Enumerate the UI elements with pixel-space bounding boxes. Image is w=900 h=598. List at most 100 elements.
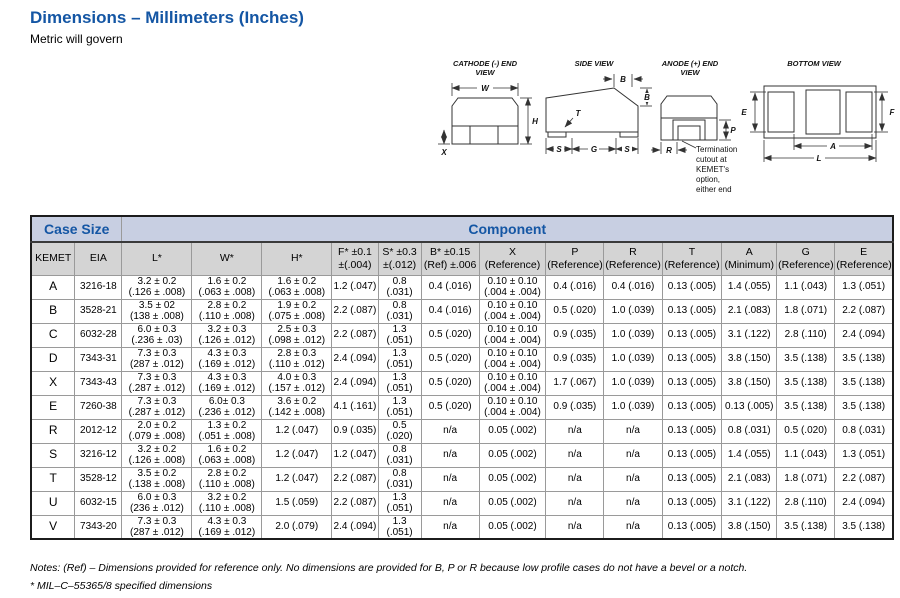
table-cell: 0.13 (.005) (661, 442, 723, 468)
cell-line: (.236 ± .012) (198, 407, 256, 418)
cell-line: 1.6 ± 0.2 (207, 275, 247, 287)
table-cell: 1.2 (.047) (261, 466, 333, 492)
cell-line: (.126 ± .008) (128, 287, 186, 298)
table-cell: 1.6 ± 0.2 (.063 ± .008) (261, 274, 333, 300)
table-row: U 6032-15 6.0 ± 0.3 (236 ± .012) 3.2 ± 0.2 (.… (30, 490, 894, 516)
table-cell: n/a (603, 490, 663, 516)
dim-label-t: T (576, 109, 582, 118)
bottom-view-title: BOTTOM VIEW (787, 59, 842, 68)
table-cell: U (30, 490, 76, 516)
table-cell: 2012-12 (74, 418, 123, 444)
table-cell: 1.0 (.039) (603, 298, 663, 324)
cathode-end-view: CATHODE (-) END VIEW W H X (438, 59, 538, 157)
table-cell: 0.9 (.035) (331, 418, 379, 444)
column-header-10: R (Reference) (603, 241, 663, 276)
cell-line: 1.6 ± 0.2 (277, 275, 317, 287)
cell-line: (.004 ± .004) (484, 383, 541, 394)
cell-line: (.110 ± .008) (198, 311, 255, 322)
table-cell: 0.10 ± 0.10 (.004 ± .004) (478, 322, 547, 348)
component-views-svg: CATHODE (-) END VIEW W H X SID (438, 59, 896, 194)
table-cell: 0.10 ± 0.10 (.004 ± .004) (478, 394, 547, 420)
dim-label-e: E (741, 108, 747, 117)
dimensions-table: Case Size Component KEMET EIA L* W* H* F* ±0.1 ±… (30, 215, 894, 540)
table-cell: V (30, 514, 76, 540)
cell-line: 0.10 ± 0.10 (487, 395, 538, 407)
column-header-4: H* (261, 241, 333, 276)
cell-line: 2.8 ± 0.2 (207, 299, 247, 311)
table-row: X 7343-43 7.3 ± 0.3 (.287 ± .012) 4.3 ± 0.3(… (30, 370, 894, 396)
table-cell: 7.3 ± 0.3 (.287 ± .012) (121, 370, 193, 396)
table-cell: 1.2 (.047) (261, 418, 333, 444)
column-header-line: S* ±0.3 (382, 246, 417, 259)
dim-label-p: P (730, 126, 736, 135)
cell-line: (.126 ± .008) (128, 455, 186, 466)
table-cell: 0.4 (.016) (603, 274, 663, 300)
table-cell: 0.10 ± 0.10 (.004 ± .004) (478, 346, 547, 372)
column-header-line: (Reference) (547, 258, 603, 271)
table-cell: 3.5 (.138) (776, 346, 836, 372)
group-header-component: Component (121, 215, 894, 243)
table-cell: 2.8 (.110) (776, 490, 836, 516)
table-cell: 0.8 (.031) (377, 298, 422, 324)
table-cell: 0.5 (.020) (420, 346, 480, 372)
cell-line: (.169 ± .012) (198, 359, 256, 370)
table-cell: 4.3 ± 0.3 (.169 ± .012) (191, 346, 263, 372)
table-cell: 2.4 (.094) (331, 514, 379, 540)
table-cell: 7.3 ± 0.3 (287 ± .012) (121, 514, 193, 540)
column-header-line: (Reference) (664, 258, 720, 271)
table-cell: 0.13 (.005) (661, 274, 723, 300)
table-cell: 3.2 ± 0.3 (.126 ± .012) (191, 322, 263, 348)
table-cell: n/a (420, 466, 480, 492)
column-header-11: T (Reference) (661, 241, 723, 276)
termination-note-line-3: KEMET's (696, 165, 729, 174)
table-cell: 0.13 (.005) (661, 490, 723, 516)
table-cell: 1.3 (.051) (377, 370, 422, 396)
table-cell: 1.1 (.043) (776, 274, 836, 300)
dim-label-f: F (890, 108, 896, 117)
column-header-line: E (860, 246, 868, 259)
table-row: D 7343-31 7.3 ± 0.3 (287 ± .012) 4.3 ± 0.3 (.… (30, 346, 894, 372)
table-cell: 1.1 (.043) (776, 442, 836, 468)
table-cell: 7.3 ± 0.3 (287 ± .012) (121, 346, 193, 372)
table-cell: 3.5 (.138) (776, 370, 836, 396)
table-cell: 1.3 (.051) (834, 442, 894, 468)
anode-view-title-2: VIEW (680, 68, 700, 77)
table-cell: 3.6 ± 0.2 (.142 ± .008) (261, 394, 333, 420)
table-cell: n/a (545, 442, 605, 468)
table-cell: 0.13 (.005) (661, 370, 723, 396)
column-header-line: (Reference) (605, 258, 661, 271)
table-cell: 0.13 (.005) (661, 322, 723, 348)
dim-label-a: A (829, 142, 836, 151)
table-row: R 2012-12 2.0 ± 0.2 (.079 ± .008) 1.3 ± 0.2(… (30, 418, 894, 444)
table-cell: 6.0 ± 0.3 (.236 ± .03) (121, 322, 193, 348)
component-views-figure: CATHODE (-) END VIEW W H X SID (428, 56, 896, 210)
table-cell: 6.0± 0.3 (.236 ± .012) (191, 394, 263, 420)
table-cell: 1.3 ± 0.2 (.051 ± .008) (191, 418, 263, 444)
table-cell: 3216-18 (74, 274, 123, 300)
column-header-7: B* ±0.15 (Ref) ±.006 (420, 241, 480, 276)
dim-label-s-left: S (556, 145, 562, 154)
table-row: E 7260-38 7.3 ± 0.3 (.287 ± .012) 6.0± 0.3 (.… (30, 394, 894, 420)
table-cell: n/a (545, 418, 605, 444)
cathode-view-title: CATHODE (-) END (453, 59, 518, 68)
cell-line: 6.0 ± 0.3 (137, 491, 177, 503)
cell-line: 4.0 ± 0.3 (277, 371, 317, 383)
table-cell: 3.8 (.150) (721, 370, 778, 396)
column-header-2: L* (121, 241, 193, 276)
column-header-line: A (745, 246, 753, 259)
table-cell: 1.0 (.039) (603, 394, 663, 420)
table-row: B 3528-21 3.5 ± 02 (138 ± .008) 2.8 ± 0.2 (.1… (30, 298, 894, 324)
table-cell: 0.10 ± 0.10 (.004 ± .004) (478, 370, 547, 396)
cell-line: (.110 ± .012) (268, 359, 325, 370)
table-cell: 3.5 (.138) (834, 514, 894, 540)
table-cell: n/a (603, 442, 663, 468)
table-row: C 6032-28 6.0 ± 0.3 (.236 ± .03) 3.2 ± 0.3 (.… (30, 322, 894, 348)
table-cell: 1.2 (.047) (331, 442, 379, 468)
column-header-line: ±(.004) (338, 258, 372, 271)
column-header-3: W* (191, 241, 263, 276)
table-cell: 2.8 (.110) (776, 322, 836, 348)
cell-line: 3.2 ± 0.2 (137, 443, 177, 455)
table-cell: 2.2 (.087) (331, 298, 379, 324)
table-cell: 3528-12 (74, 466, 123, 492)
table-cell: 3.5 ± 02 (138 ± .008) (121, 298, 193, 324)
